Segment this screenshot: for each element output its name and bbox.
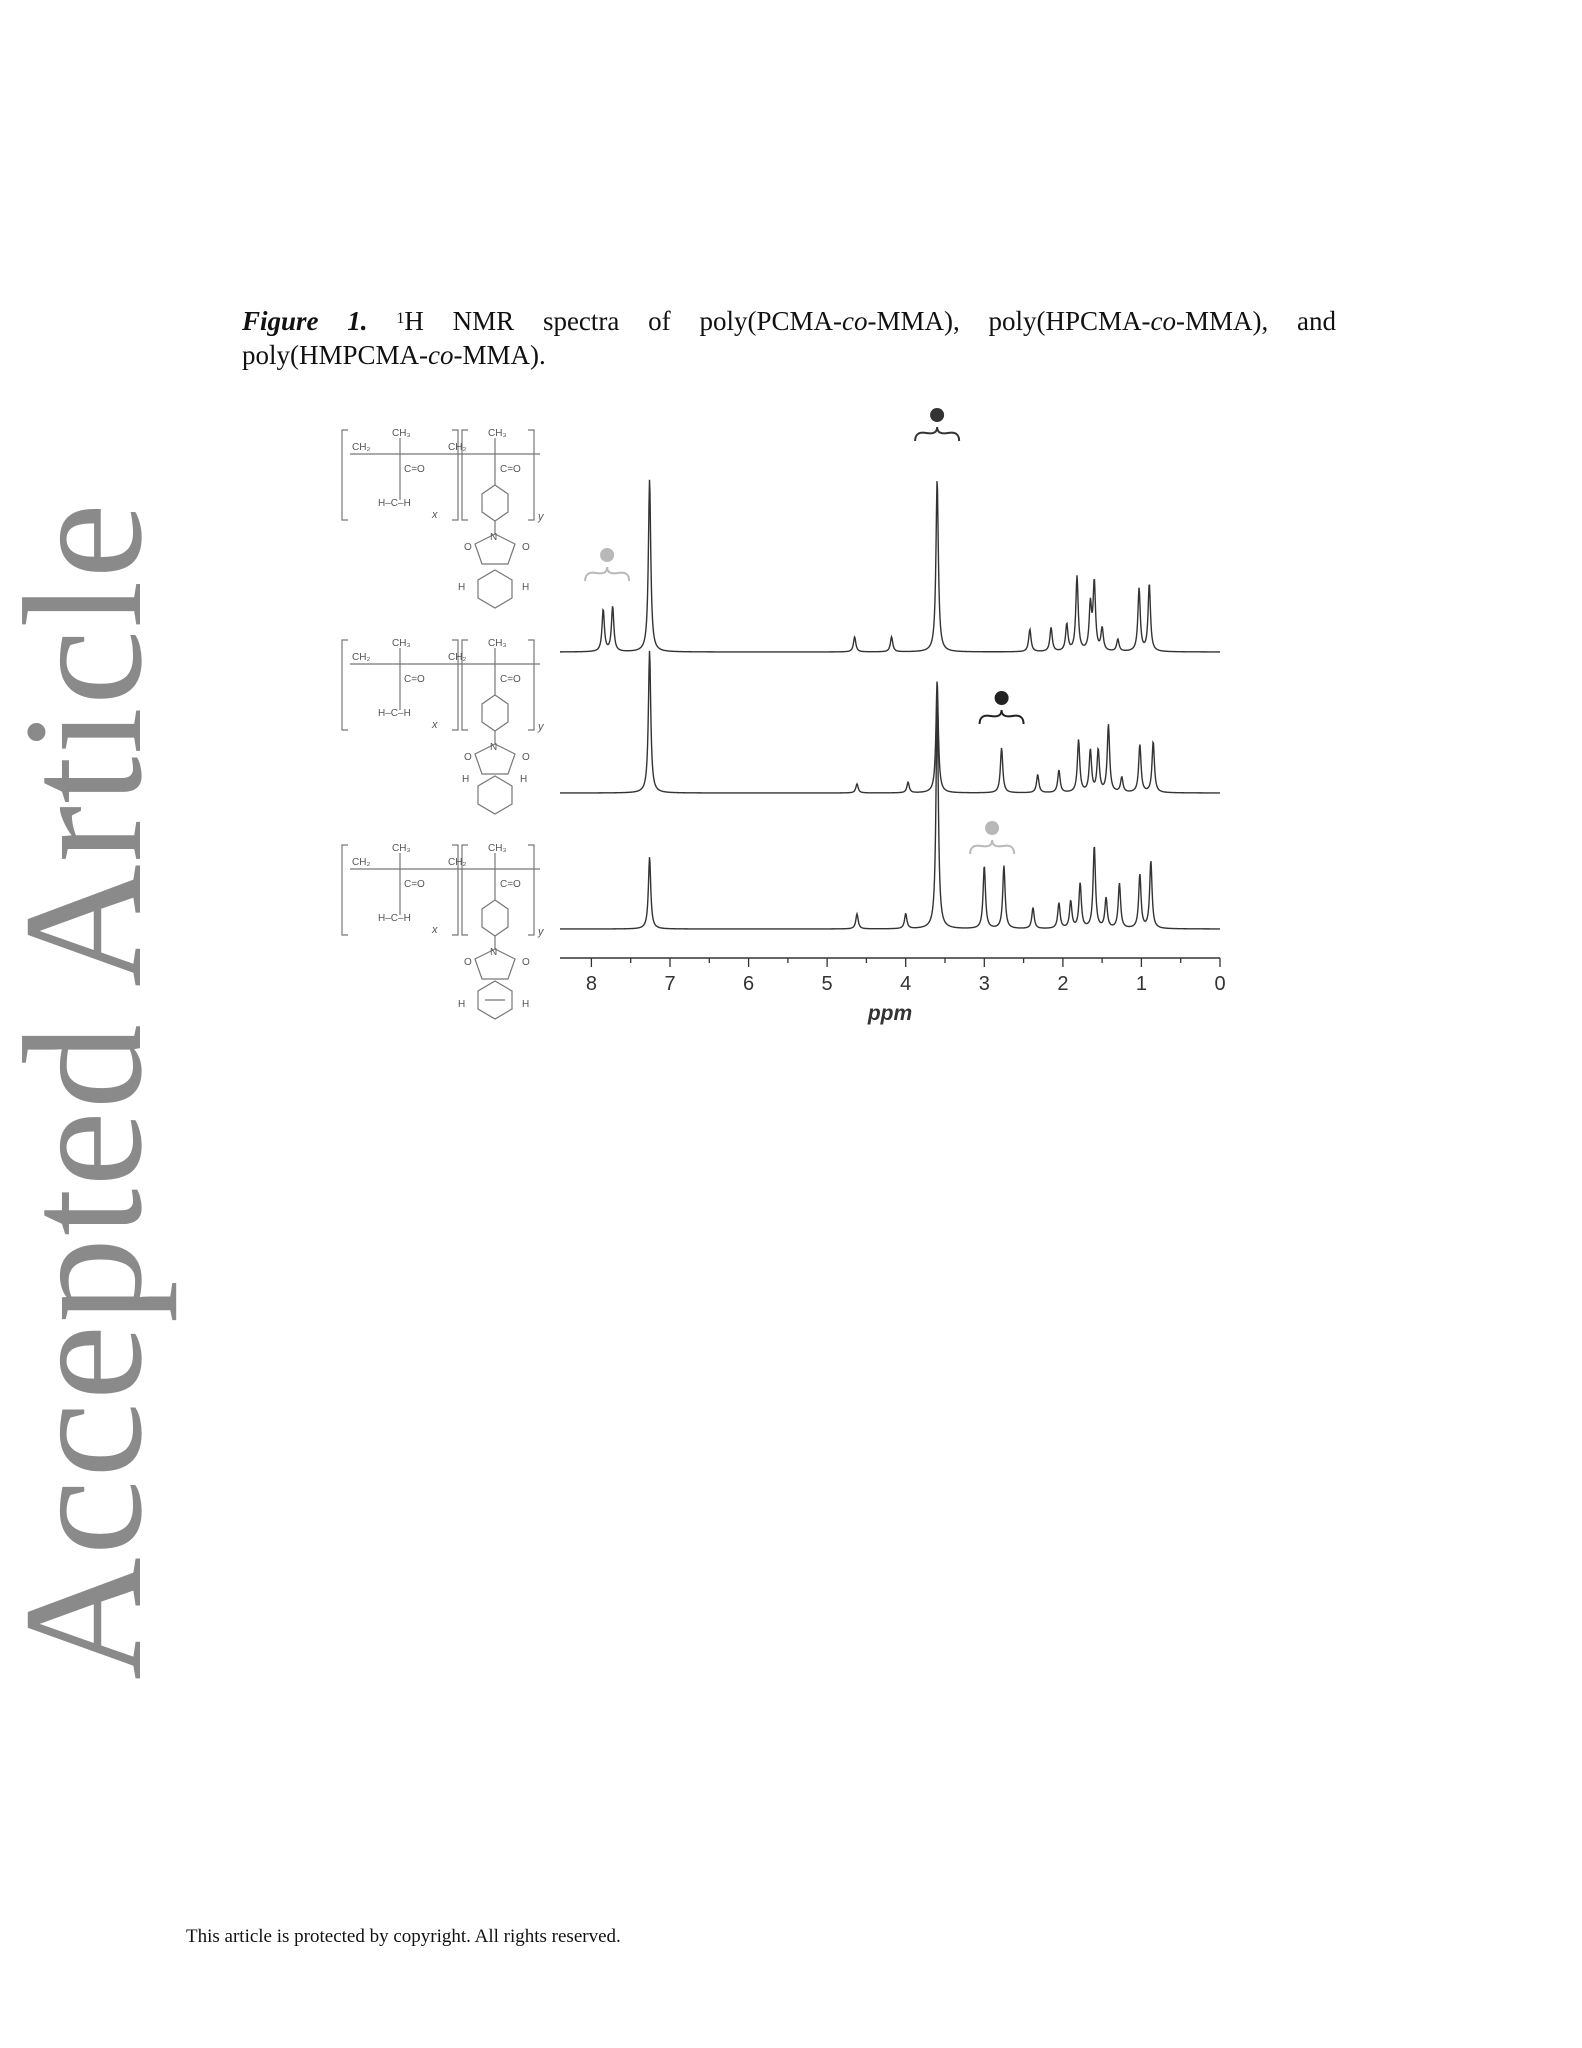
peak-marker-dot	[930, 408, 945, 422]
x-tick-label: 8	[586, 973, 597, 995]
peak-markers	[584, 408, 1025, 855]
caption-text-3: -MMA), and poly(HMPCMA-	[242, 306, 1336, 370]
figure-caption: Figure 1. 1H NMR spectra of poly(PCMA-co…	[242, 304, 1336, 372]
svg-text:CH₂: CH₂	[448, 857, 466, 868]
svg-text:H: H	[522, 582, 529, 593]
svg-text:C=O: C=O	[500, 674, 521, 685]
svg-text:CH₃: CH₃	[392, 843, 411, 854]
x-tick-label: 5	[822, 973, 833, 995]
x-tick-label: 0	[1214, 973, 1225, 995]
accepted-article-watermark: Accepted Article	[0, 501, 177, 1680]
svg-text:C=O: C=O	[404, 464, 425, 475]
svg-text:x: x	[431, 509, 438, 521]
svg-text:H: H	[458, 999, 465, 1010]
svg-text:O: O	[464, 542, 472, 553]
structure-hmpcma-co-mma: CH₃ CH₃ CH₂ CH₂ C=O C=O H–C–H N O O H H …	[341, 843, 545, 1020]
svg-text:H: H	[462, 774, 469, 785]
peak-marker-brace	[584, 566, 631, 582]
x-tick-label: 2	[1057, 973, 1068, 995]
ppm-axis: 8 7 6 5 4 3 2 1 0	[560, 957, 1226, 995]
svg-text:C=O: C=O	[500, 464, 521, 475]
svg-text:CH₂: CH₂	[352, 442, 370, 453]
svg-text:CH₂: CH₂	[352, 652, 370, 663]
svg-text:CH₃: CH₃	[488, 428, 507, 439]
svg-text:O: O	[464, 752, 472, 763]
spectrum-line-3	[560, 706, 1220, 930]
svg-text:CH₃: CH₃	[488, 843, 507, 854]
svg-text:x: x	[431, 924, 438, 936]
structure-hpcma-co-mma: CH₃ CH₃ CH₂ CH₂ C=O C=O H–C–H N O O H H …	[341, 638, 545, 815]
svg-text:C=O: C=O	[500, 879, 521, 890]
svg-text:H: H	[520, 774, 527, 785]
svg-text:O: O	[464, 957, 472, 968]
peak-marker-brace	[978, 709, 1025, 725]
peak-marker-dot	[994, 691, 1009, 705]
svg-text:O: O	[522, 957, 530, 968]
nmr-superscript: 1	[396, 310, 405, 327]
svg-text:H: H	[458, 582, 465, 593]
caption-text-2: -MMA), poly(HPCMA-	[867, 306, 1151, 336]
svg-text:CH₂: CH₂	[448, 442, 466, 453]
svg-text:CH₃: CH₃	[488, 638, 507, 649]
svg-text:N: N	[490, 947, 497, 958]
caption-co-2: co	[1150, 306, 1176, 336]
figure-label: Figure 1.	[242, 306, 368, 336]
spectrum-line-2	[560, 650, 1220, 794]
nmr-spectra	[560, 479, 1221, 930]
svg-text:N: N	[490, 742, 497, 753]
x-tick-label: 3	[979, 973, 990, 995]
svg-text:CH₂: CH₂	[352, 857, 370, 868]
caption-text-1: H NMR spectra of poly(PCMA-	[404, 306, 842, 336]
peak-marker-brace	[914, 426, 961, 442]
svg-text:y: y	[537, 926, 545, 938]
peak-marker-brace	[969, 839, 1016, 855]
svg-text:H: H	[522, 999, 529, 1010]
svg-text:O: O	[522, 752, 530, 763]
svg-text:H–C–H: H–C–H	[378, 913, 411, 924]
caption-co-3: co	[428, 340, 454, 370]
svg-text:CH₂: CH₂	[448, 652, 466, 663]
svg-text:CH₃: CH₃	[392, 638, 411, 649]
svg-text:C=O: C=O	[404, 879, 425, 890]
svg-text:C=O: C=O	[404, 674, 425, 685]
x-tick-label: 1	[1136, 973, 1147, 995]
structure-pcma-co-mma: CH₃ CH₃ CH₂ CH₂ C=O C=O H–C–H N O O H H …	[341, 428, 545, 609]
svg-text:CH₃: CH₃	[392, 428, 411, 439]
x-tick-label: 7	[664, 973, 675, 995]
x-tick-label: 6	[743, 973, 754, 995]
svg-text:y: y	[537, 511, 545, 523]
x-axis-label: ppm	[867, 1002, 912, 1025]
svg-text:H–C–H: H–C–H	[378, 498, 411, 509]
svg-text:H–C–H: H–C–H	[378, 708, 411, 719]
x-tick-label: 4	[900, 973, 911, 995]
svg-text:O: O	[522, 542, 530, 553]
nmr-figure: CH₃ CH₃ CH₂ CH₂ C=O C=O H–C–H N O O H H …	[341, 408, 1226, 1025]
caption-co-1: co	[841, 306, 868, 336]
svg-text:x: x	[431, 719, 438, 731]
spectrum-line-1	[560, 479, 1221, 653]
svg-text:y: y	[537, 721, 545, 733]
svg-text:N: N	[490, 532, 497, 543]
peak-marker-dot	[985, 821, 1000, 835]
caption-text-4: -MMA).	[453, 340, 546, 370]
copyright-footer: This article is protected by copyright. …	[186, 1926, 621, 1947]
peak-marker-dot	[600, 548, 615, 562]
